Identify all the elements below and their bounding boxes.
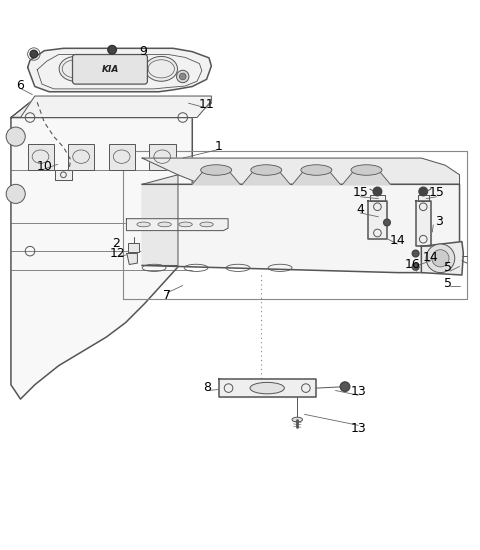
Text: 3: 3 xyxy=(435,215,444,228)
Text: 12: 12 xyxy=(110,247,126,260)
Polygon shape xyxy=(142,158,459,184)
Circle shape xyxy=(177,70,189,82)
Circle shape xyxy=(384,219,390,226)
Circle shape xyxy=(108,46,116,54)
Polygon shape xyxy=(343,170,390,184)
Polygon shape xyxy=(28,48,211,92)
FancyBboxPatch shape xyxy=(72,54,147,84)
Polygon shape xyxy=(292,170,340,184)
Text: 15: 15 xyxy=(429,186,444,200)
Polygon shape xyxy=(21,96,211,118)
Polygon shape xyxy=(368,201,387,239)
Circle shape xyxy=(180,73,186,80)
Polygon shape xyxy=(55,170,72,179)
Text: KIA: KIA xyxy=(101,65,119,74)
Circle shape xyxy=(412,263,419,270)
Ellipse shape xyxy=(59,57,92,81)
Polygon shape xyxy=(418,195,429,201)
Polygon shape xyxy=(142,175,178,266)
Polygon shape xyxy=(218,379,316,397)
Text: 7: 7 xyxy=(164,289,171,301)
Polygon shape xyxy=(127,254,137,265)
Bar xyxy=(68,144,95,170)
Text: 15: 15 xyxy=(352,186,368,200)
Polygon shape xyxy=(11,98,211,118)
Circle shape xyxy=(419,187,428,196)
Ellipse shape xyxy=(301,165,332,175)
Ellipse shape xyxy=(145,57,178,81)
Ellipse shape xyxy=(200,222,213,227)
Text: 16: 16 xyxy=(405,257,420,271)
Text: 6: 6 xyxy=(16,79,24,92)
Text: 1: 1 xyxy=(215,140,222,153)
Ellipse shape xyxy=(201,165,232,175)
Bar xyxy=(128,243,139,252)
Circle shape xyxy=(6,184,25,204)
Ellipse shape xyxy=(179,222,192,227)
Text: 10: 10 xyxy=(36,160,52,173)
Text: 14: 14 xyxy=(390,234,405,247)
Polygon shape xyxy=(192,170,240,184)
Text: 13: 13 xyxy=(350,422,366,435)
Ellipse shape xyxy=(158,222,171,227)
Text: 4: 4 xyxy=(356,202,364,216)
Ellipse shape xyxy=(292,417,302,422)
Ellipse shape xyxy=(351,165,382,175)
Polygon shape xyxy=(370,195,385,201)
Ellipse shape xyxy=(137,222,150,227)
Text: 13: 13 xyxy=(350,386,366,398)
Text: 5: 5 xyxy=(444,261,452,274)
Circle shape xyxy=(30,50,37,58)
Polygon shape xyxy=(126,219,228,230)
Ellipse shape xyxy=(251,165,282,175)
Polygon shape xyxy=(416,201,431,246)
Circle shape xyxy=(432,250,449,267)
Text: 11: 11 xyxy=(199,98,215,111)
Circle shape xyxy=(6,127,25,146)
Circle shape xyxy=(426,244,455,273)
Text: 8: 8 xyxy=(204,381,212,394)
Polygon shape xyxy=(421,241,463,275)
Ellipse shape xyxy=(102,57,134,81)
Circle shape xyxy=(373,187,382,196)
Bar xyxy=(109,144,135,170)
Circle shape xyxy=(340,382,350,392)
Text: 2: 2 xyxy=(112,238,120,250)
Polygon shape xyxy=(11,118,192,399)
Circle shape xyxy=(412,250,419,257)
Text: 14: 14 xyxy=(423,251,439,264)
Polygon shape xyxy=(142,184,459,273)
Polygon shape xyxy=(242,170,290,184)
Bar xyxy=(28,144,54,170)
Ellipse shape xyxy=(250,382,284,394)
Text: 9: 9 xyxy=(140,45,147,58)
Text: 5: 5 xyxy=(444,277,452,290)
Bar xyxy=(149,144,176,170)
